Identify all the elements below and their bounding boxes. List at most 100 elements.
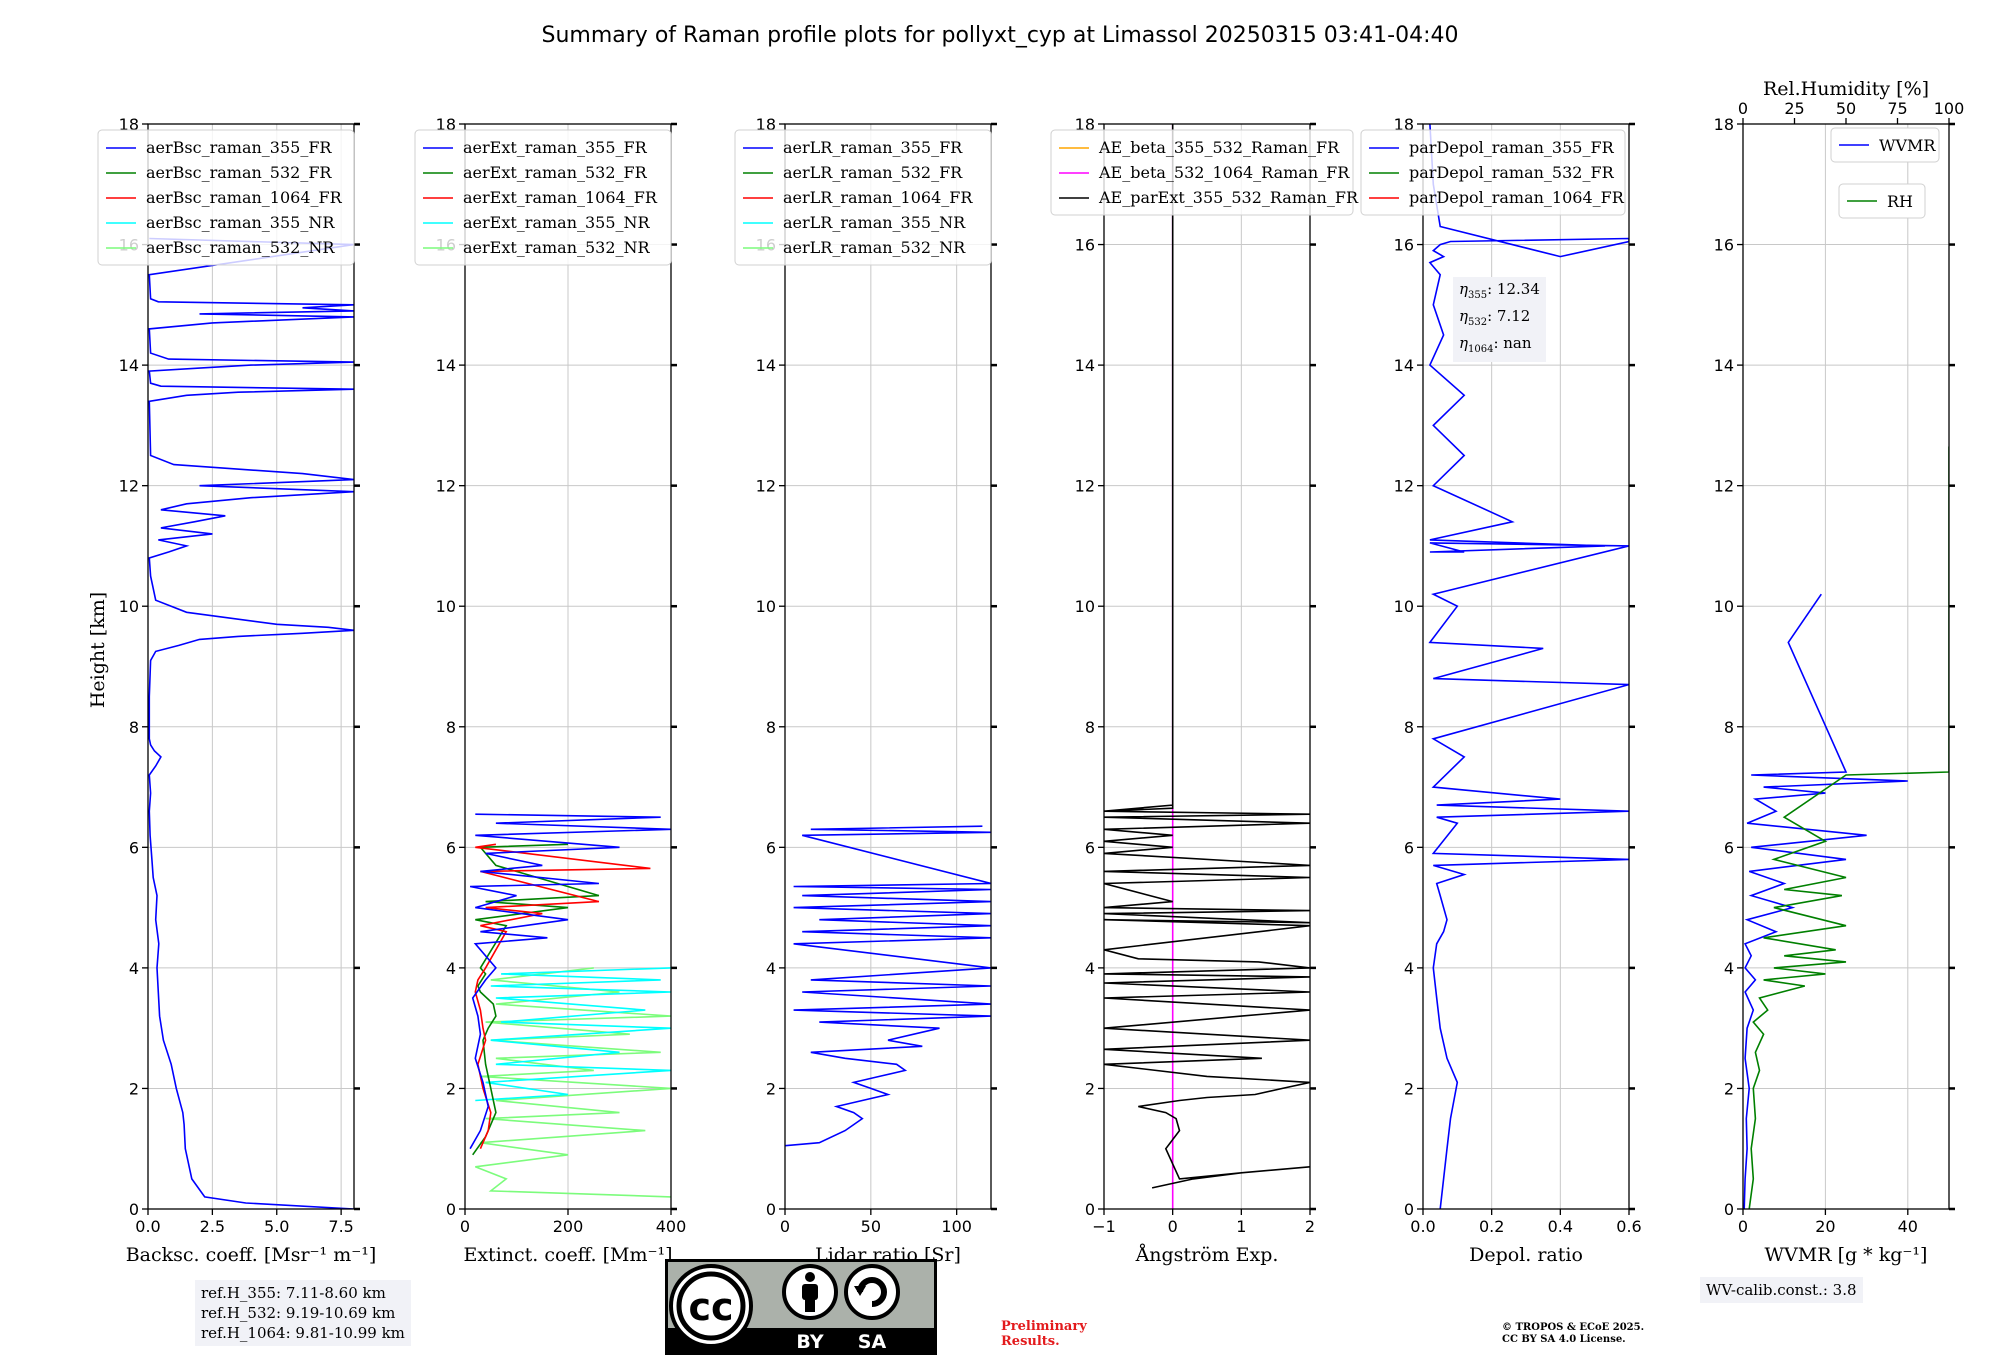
legend-box: [1838, 183, 1926, 219]
figure-title: Summary of Raman profile plots for polly…: [542, 23, 1459, 48]
legend-box: [414, 129, 672, 266]
y-tick-label: 12: [756, 477, 776, 496]
series-line-RH: [1748, 446, 1949, 1209]
legend-label: aerBsc_raman_532_NR: [146, 238, 335, 257]
eta-symbol: η: [1459, 334, 1468, 352]
cc-logo-text: cc: [688, 1285, 733, 1329]
eta-subscript-1064: 1064: [1468, 344, 1494, 355]
series-group: [785, 825, 991, 1147]
y-tick-label: 4: [1404, 959, 1414, 978]
y-tick-label: 14: [1394, 356, 1414, 375]
y-tick-label: 12: [1394, 477, 1414, 496]
y-tick-label: 4: [766, 959, 776, 978]
x-tick-label: 1: [1236, 1217, 1246, 1236]
y-tick-label: 4: [446, 959, 456, 978]
legend-label: aerLR_raman_1064_FR: [783, 188, 973, 207]
y-tick-label: 0: [129, 1200, 139, 1219]
legend-label: RH: [1887, 192, 1913, 211]
x-tick-label: 40: [1898, 1217, 1918, 1236]
eta-532: η532: 7.12: [1459, 306, 1540, 333]
legend-6: WVMR RH: [1830, 127, 1940, 219]
y-tick-label: 2: [766, 1079, 776, 1098]
series-group: [148, 237, 354, 1209]
y-tick-label: 2: [129, 1079, 139, 1098]
legend-label: aerBsc_raman_355_NR: [146, 213, 335, 232]
x-axis-label: Ångström Exp.: [1135, 1244, 1279, 1266]
y-tick-label: 14: [756, 356, 776, 375]
y-tick-label: 12: [1714, 477, 1734, 496]
y-tick-label: 10: [756, 597, 776, 616]
eta-value-355: : 12.34: [1487, 280, 1540, 298]
eta-value-1064: : nan: [1493, 334, 1532, 352]
y-tick-label: 6: [1404, 838, 1414, 857]
x-tick-label: 0: [1168, 1217, 1178, 1236]
legend-3: aerLR_raman_355_FR aerLR_raman_532_FR aerL…: [734, 129, 992, 266]
y-tick-label: 12: [1075, 477, 1095, 496]
y-tick-label: 18: [1714, 115, 1734, 134]
y-tick-label: 16: [1075, 236, 1095, 255]
eta-box: η355: 12.34 η532: 7.12 η1064: nan: [1453, 277, 1546, 362]
legend-label: AE_beta_532_1064_Raman_FR: [1098, 163, 1350, 182]
top-x-tick-label: 0: [1738, 99, 1748, 118]
share-alike-icon: [844, 1264, 900, 1320]
y-tick-label: 12: [119, 477, 139, 496]
y-tick-label: 0: [1404, 1200, 1414, 1219]
legend-label: AE_parExt_355_532_Raman_FR: [1098, 188, 1359, 207]
y-tick-label: 14: [436, 356, 456, 375]
y-tick-label: 12: [436, 477, 456, 496]
legend-label: aerExt_raman_355_FR: [463, 138, 648, 157]
y-tick-label: 18: [1075, 115, 1095, 134]
series-line-aerBsc_raman_355_FR: [148, 237, 354, 1209]
legend-box: [734, 129, 992, 266]
y-tick-label: 6: [1085, 838, 1095, 857]
x-tick-label: 2.5: [200, 1217, 225, 1236]
eta-symbol: η: [1459, 280, 1468, 298]
series-line-aerExt_raman_355_FR: [469, 813, 671, 1150]
y-tick-label: 10: [1075, 597, 1095, 616]
legend-label: aerLR_raman_532_NR: [783, 238, 966, 257]
legend-5: parDepol_raman_355_FR parDepol_raman_532_…: [1360, 129, 1626, 216]
attribution-icon: [782, 1264, 838, 1320]
cc-logo-icon: cc: [669, 1264, 753, 1348]
legend-label: parDepol_raman_355_FR: [1409, 138, 1615, 157]
axes-frame: [784, 123, 992, 1210]
x-tick-label: 0.0: [135, 1217, 160, 1236]
y-tick-label: 8: [129, 718, 139, 737]
y-tick-label: 0: [446, 1200, 456, 1219]
top-x-axis-label: Rel.Humidity [%]: [1763, 78, 1929, 100]
y-tick-label: 8: [1724, 718, 1734, 737]
y-tick-label: 2: [1085, 1079, 1095, 1098]
x-tick-label: 0: [1738, 1217, 1748, 1236]
y-tick-label: 16: [1394, 236, 1414, 255]
series-group: [469, 813, 671, 1198]
legend-label: aerExt_raman_355_NR: [463, 213, 651, 232]
series-line-aerLR_raman_355_FR: [785, 825, 991, 1147]
x-tick-label: −1: [1092, 1217, 1116, 1236]
series-line-aerExt_raman_355_NR: [475, 967, 671, 1102]
top-x-tick-label: 100: [1934, 99, 1965, 118]
wv-calib-box: WV-calib.const.: 3.8: [1700, 1277, 1863, 1303]
copyright-line-2: CC BY SA 4.0 License.: [1502, 1334, 1626, 1345]
x-tick-label: 50: [861, 1217, 881, 1236]
y-tick-label: 6: [129, 838, 139, 857]
x-tick-label: 5.0: [264, 1217, 289, 1236]
y-tick-label: 4: [129, 959, 139, 978]
y-tick-label: 6: [446, 838, 456, 857]
y-tick-label: 8: [1085, 718, 1095, 737]
y-tick-label: 6: [766, 838, 776, 857]
y-tick-label: 4: [1724, 959, 1734, 978]
series-line-AE_parExt_355_532_Raman_FR: [1104, 124, 1310, 1189]
legend-2: aerExt_raman_355_FR aerExt_raman_532_FRae…: [414, 129, 672, 266]
badge-by-label: BY: [796, 1331, 823, 1353]
y-axis-label: Height [km]: [87, 592, 109, 708]
series-group: [1428, 124, 1629, 1209]
top-x-tick-label: 50: [1836, 99, 1856, 118]
y-tick-label: 14: [119, 356, 139, 375]
x-tick-label: 0.6: [1616, 1217, 1641, 1236]
x-tick-label: 200: [553, 1217, 584, 1236]
series-line-aerExt_raman_532_FR: [472, 843, 600, 1156]
copyright-line-1: © TROPOS & ECoE 2025.: [1502, 1322, 1645, 1333]
legend-1: aerBsc_raman_355_FR aerBsc_raman_532_FRae…: [97, 129, 355, 266]
